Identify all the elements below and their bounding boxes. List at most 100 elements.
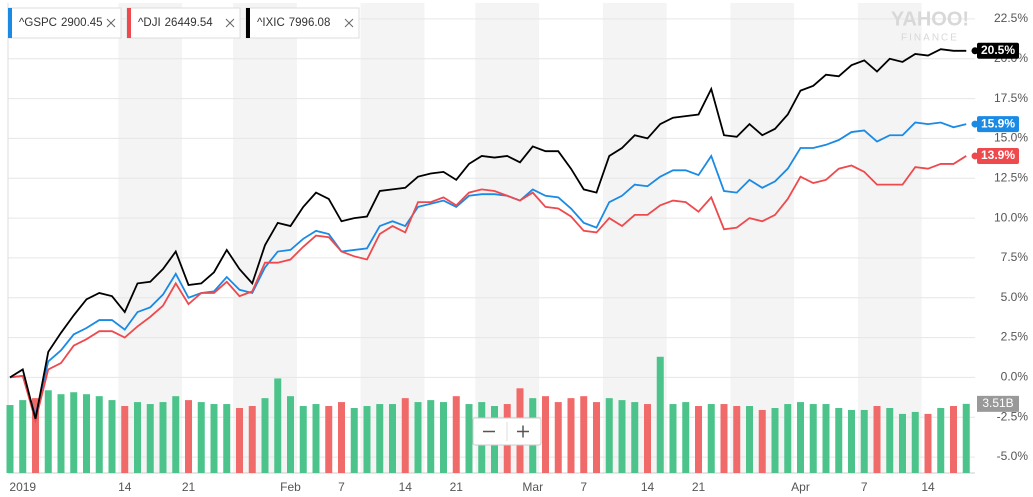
x-tick-label: 14 (641, 480, 655, 494)
volume-bar (822, 404, 830, 473)
volume-bar (159, 402, 167, 473)
volume-bar (236, 407, 243, 473)
volume-bar (185, 400, 192, 473)
watermark: YAHOO! (891, 8, 969, 30)
volume-bar (644, 404, 651, 473)
legend-box (7, 7, 122, 39)
series-line (9, 48, 967, 420)
volume-bar (899, 413, 906, 473)
x-tick-label: 14 (118, 480, 132, 494)
x-tick-label: 7 (580, 480, 587, 494)
x-tick-label: 7 (861, 480, 868, 494)
last-value-box (977, 116, 1019, 133)
volume-bar (414, 402, 422, 473)
volume-bar (325, 406, 333, 473)
volume-bar (261, 398, 269, 473)
legend-name: ^IXIC 7996.08 (257, 17, 330, 29)
volume-bar (197, 402, 205, 473)
volume-bar (146, 404, 154, 473)
volume-bar (452, 396, 460, 473)
y-tick-label: 12.5% (994, 170, 1028, 184)
series-line (9, 155, 967, 424)
x-tick-label: Feb (280, 480, 301, 494)
legend-swatch (246, 8, 250, 38)
volume-bar (784, 404, 792, 473)
legend-name: ^DJI (138, 17, 161, 29)
volume-bar (287, 396, 294, 473)
volume-bar (6, 405, 14, 473)
volume-bar (746, 406, 753, 473)
legend-close[interactable] (225, 18, 235, 28)
volume-bar (223, 404, 231, 473)
legend-name: ^GSPC 2900.45 (19, 17, 103, 29)
volume-bar (580, 396, 588, 473)
week-band (118, 3, 183, 473)
volume-bar (631, 402, 639, 473)
last-value-label: 13.9% (981, 148, 1015, 162)
volume-last-box (977, 395, 1019, 412)
x-tick-label: 21 (182, 480, 196, 494)
legend-quote: 2900.45 (61, 17, 103, 29)
y-tick-label: 10.0% (994, 210, 1028, 224)
volume-bar (720, 404, 728, 473)
x-tick-label: 21 (692, 480, 706, 494)
legend-swatch (127, 8, 131, 38)
volume-bar (542, 396, 549, 473)
volume-bar (771, 407, 779, 473)
volume-bar (848, 409, 855, 473)
legend-item[interactable]: ^GSPC 2900.45 (7, 7, 122, 39)
volume-bar (350, 407, 358, 473)
legend-item[interactable]: ^DJI 26449.54 (126, 7, 241, 39)
volume-last-label: 3.51B (982, 396, 1013, 410)
week-band (730, 3, 795, 473)
x-tick-label: 21 (450, 480, 464, 494)
volume-bar (733, 406, 741, 473)
last-value-box (977, 147, 1019, 164)
volume-bar (835, 407, 843, 473)
legend-box (126, 7, 241, 39)
volume-bar (809, 404, 817, 473)
x-tick-label: 14 (399, 480, 413, 494)
volume-bar (860, 409, 868, 473)
volume-bar (873, 406, 881, 473)
volume-bar (605, 398, 613, 473)
legend-quote: 7996.08 (289, 17, 331, 29)
volume-bar (376, 404, 384, 473)
volume-bar (363, 406, 371, 473)
volume-bar (389, 404, 396, 473)
last-value-box (977, 42, 1019, 59)
legend-close[interactable] (106, 18, 116, 28)
y-tick-label: -5.0% (997, 449, 1029, 463)
volume-bar (134, 402, 141, 473)
watermark: FINANCE (901, 33, 959, 44)
volume-bar (274, 378, 282, 473)
volume-bar (962, 403, 970, 473)
last-dot (971, 152, 979, 160)
volume-bar (83, 394, 90, 473)
volume-bar (172, 396, 180, 473)
legend-item[interactable]: ^IXIC 7996.08 (245, 7, 360, 39)
zoom-controls (472, 417, 542, 446)
volume-bar (32, 398, 39, 473)
legend-close[interactable] (344, 18, 354, 28)
volume-bar (465, 404, 473, 473)
volume-bar (248, 406, 256, 473)
volume-bar (911, 411, 919, 473)
x-tick-label: 14 (921, 480, 935, 494)
volume-bar (886, 407, 894, 473)
labels: 22.5%20.0%17.5%15.0%12.5%10.0%7.5%5.0%2.… (9, 11, 1028, 494)
x-tick-label: 7 (338, 480, 345, 494)
volume-bar (797, 402, 804, 473)
volume-bar (108, 400, 116, 473)
y-tick-label: 22.5% (994, 11, 1028, 25)
volume-bar (707, 404, 715, 473)
lines (9, 48, 967, 424)
last-dot (971, 47, 979, 55)
week-band (475, 3, 540, 473)
volume-bar (593, 402, 600, 473)
volume-bar (758, 409, 766, 473)
y-tick-label: 17.5% (994, 91, 1028, 105)
legend-quote: 26449.54 (165, 17, 214, 29)
volume-bar (44, 390, 52, 473)
